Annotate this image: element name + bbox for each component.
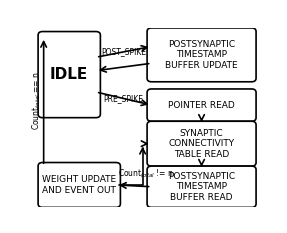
FancyBboxPatch shape <box>147 89 256 121</box>
FancyBboxPatch shape <box>38 163 121 207</box>
Text: POST_SPIKE: POST_SPIKE <box>101 47 146 56</box>
FancyBboxPatch shape <box>147 166 256 207</box>
Text: PRE_SPIKE: PRE_SPIKE <box>104 94 144 103</box>
Text: POSTSYNAPTIC
TIMESTAMP
BUFFER READ: POSTSYNAPTIC TIMESTAMP BUFFER READ <box>168 172 235 202</box>
Text: Count$_{total}$ != n: Count$_{total}$ != n <box>118 167 174 180</box>
Text: POINTER READ: POINTER READ <box>168 101 235 110</box>
FancyBboxPatch shape <box>147 28 256 82</box>
Text: Count$_{total}$ == n: Count$_{total}$ == n <box>30 71 42 130</box>
Text: IDLE: IDLE <box>50 67 88 82</box>
Text: POSTSYNAPTIC
TIMESTAMP
BUFFER UPDATE: POSTSYNAPTIC TIMESTAMP BUFFER UPDATE <box>165 40 238 70</box>
Text: SYNAPTIC
CONNECTIVITY
TABLE READ: SYNAPTIC CONNECTIVITY TABLE READ <box>168 129 235 159</box>
FancyBboxPatch shape <box>147 121 256 166</box>
Text: WEIGHT UPDATE
AND EVENT OUT: WEIGHT UPDATE AND EVENT OUT <box>42 175 116 195</box>
FancyBboxPatch shape <box>38 31 100 118</box>
